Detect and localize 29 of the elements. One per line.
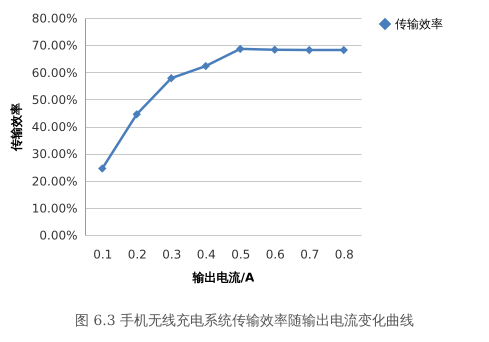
y-axis-title: 传输效率 bbox=[10, 103, 24, 152]
x-tick-label: 0.1 bbox=[93, 248, 112, 262]
x-tick-label: 0.2 bbox=[128, 248, 147, 262]
x-tick-label: 0.5 bbox=[231, 248, 250, 262]
point bbox=[202, 62, 210, 70]
x-axis-title: 输出电流/A bbox=[192, 270, 256, 284]
point bbox=[340, 46, 348, 54]
point bbox=[98, 164, 106, 173]
y-tick-label: 30.00% bbox=[32, 147, 78, 162]
x-tick-label: 0.8 bbox=[334, 248, 354, 262]
y-tick-label: 80.00% bbox=[32, 12, 78, 26]
y-tick-label: 50.00% bbox=[32, 92, 78, 107]
y-tick-label: 60.00% bbox=[32, 66, 78, 80]
point bbox=[167, 74, 176, 82]
x-tick-label: 0.7 bbox=[300, 248, 320, 262]
y-tick-label: 0.00% bbox=[39, 228, 78, 242]
y-tick-label: 70.00% bbox=[32, 38, 78, 53]
x-tick-label: 0.4 bbox=[196, 248, 216, 262]
point bbox=[132, 110, 141, 118]
caption: 图 6.3 手机无线充电系统传输效率随输出电流变化曲线 bbox=[74, 312, 416, 330]
point bbox=[270, 46, 279, 54]
y-tick-label: 20.00% bbox=[32, 174, 78, 188]
x-tick-label: 0.3 bbox=[162, 248, 182, 262]
point bbox=[236, 44, 244, 54]
legend-label: 传输效率 bbox=[395, 17, 443, 31]
y-tick-label: 10.00% bbox=[32, 201, 78, 216]
point bbox=[305, 46, 314, 54]
y-tick-label: 40.00% bbox=[32, 120, 78, 134]
x-tick-label: 0.6 bbox=[266, 248, 285, 262]
